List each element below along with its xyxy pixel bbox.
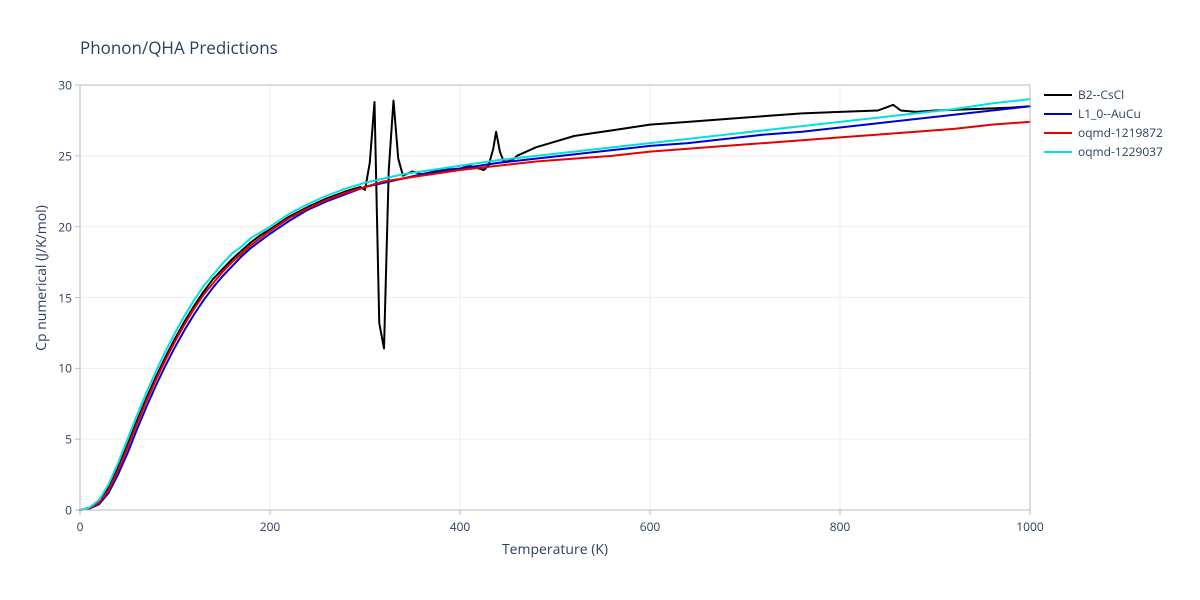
legend-item[interactable]: L1_0--AuCu xyxy=(1044,104,1163,123)
legend-label: L1_0--AuCu xyxy=(1078,105,1141,122)
legend-swatch xyxy=(1044,151,1072,153)
x-tick-label: 0 xyxy=(77,518,84,535)
y-tick-label: 30 xyxy=(52,77,72,94)
x-tick-label: 1000 xyxy=(1016,518,1043,535)
x-tick-label: 400 xyxy=(450,518,471,535)
x-axis-label: Temperature (K) xyxy=(495,540,615,559)
y-tick-label: 5 xyxy=(52,431,72,448)
legend-swatch xyxy=(1044,94,1072,96)
plot-area xyxy=(0,0,1200,600)
legend-label: oqmd-1229037 xyxy=(1078,143,1163,160)
tick-marks xyxy=(75,85,1030,515)
series-line[interactable] xyxy=(80,101,1030,510)
y-tick-label: 20 xyxy=(52,218,72,235)
legend[interactable]: B2--CsCl L1_0--AuCu oqmd-1219872 oqmd-12290… xyxy=(1044,85,1163,161)
legend-item[interactable]: oqmd-1219872 xyxy=(1044,123,1163,142)
legend-label: B2--CsCl xyxy=(1078,86,1124,103)
x-tick-label: 600 xyxy=(640,518,661,535)
y-axis-label: Cp numerical (J/K/mol) xyxy=(32,178,51,378)
plot-series xyxy=(80,99,1030,510)
y-tick-label: 15 xyxy=(52,289,72,306)
x-tick-label: 200 xyxy=(260,518,281,535)
x-tick-label: 800 xyxy=(830,518,851,535)
y-tick-label: 0 xyxy=(52,502,72,519)
y-tick-label: 10 xyxy=(52,360,72,377)
legend-swatch xyxy=(1044,113,1072,115)
series-line[interactable] xyxy=(80,106,1030,510)
legend-swatch xyxy=(1044,132,1072,134)
series-line[interactable] xyxy=(80,122,1030,510)
legend-label: oqmd-1219872 xyxy=(1078,124,1163,141)
grid-lines xyxy=(80,85,1030,510)
legend-item[interactable]: B2--CsCl xyxy=(1044,85,1163,104)
legend-item[interactable]: oqmd-1229037 xyxy=(1044,142,1163,161)
chart-root: { "layout": { "width": 1200, "height": 6… xyxy=(0,0,1200,600)
y-tick-label: 25 xyxy=(52,147,72,164)
